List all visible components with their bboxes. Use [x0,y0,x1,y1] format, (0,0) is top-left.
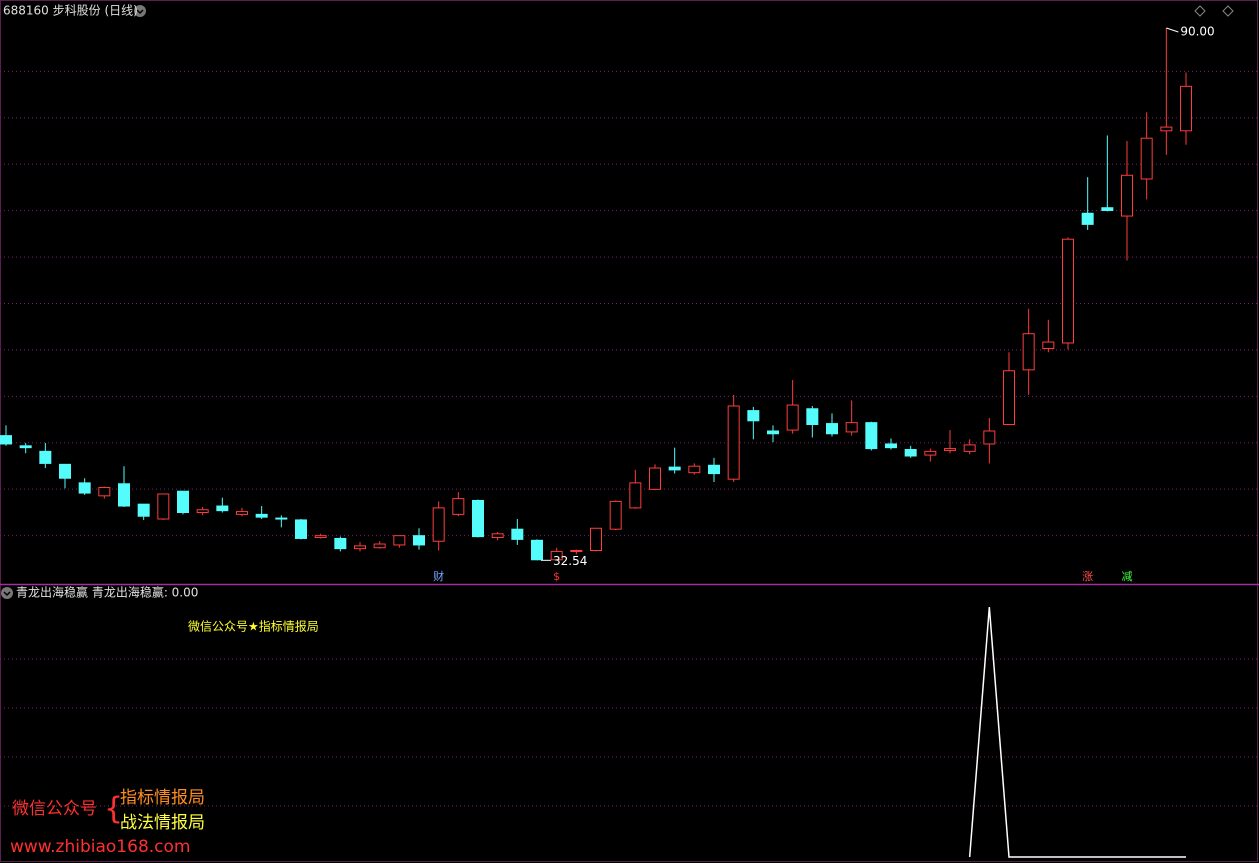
watermark-line1: 指标情报局 [120,788,205,808]
candle-body [885,443,897,449]
candle-body [39,450,52,464]
event-marker: 涨 [1082,570,1093,583]
candle-body [1180,85,1192,132]
event-marker: 财 [433,569,444,583]
chart-title: 688160 步科股份 (日线) [3,4,138,18]
candle-body [196,509,209,514]
candle-body [786,404,799,431]
candle-body [314,535,327,539]
candle-body [98,487,111,497]
candle-body [550,550,563,561]
candle-body [1140,137,1153,180]
watermark-left: 微信公众号 [12,799,97,819]
candle-body [609,500,622,530]
candle-body [0,435,12,445]
candle-body [78,482,91,494]
candle-body [413,535,425,546]
candle-body [452,498,465,515]
candle-body [668,466,681,471]
candle-body [983,430,996,445]
candle-body [354,545,366,550]
candle-body [767,430,779,435]
candle-body [295,519,307,539]
dropdown-arrow [3,591,11,597]
candle-body [157,493,170,520]
event-marker: 减 [1122,570,1133,583]
candle-body [531,539,543,561]
candle-body [1101,207,1114,211]
candle-body [393,535,406,546]
candle-body [373,543,386,549]
candle-body [491,533,504,539]
indicator-annotation: 微信公众号★指标情报局 [188,619,319,634]
watermark-line2: 战法情报局 [120,813,205,833]
candle-body [59,463,71,479]
candle-body [924,450,937,456]
candle-body [511,528,524,540]
indicator-line [968,606,1186,858]
candle-body [1160,126,1173,132]
candle-body [1062,238,1074,344]
event-marker: $ [553,570,560,583]
candle-body [944,448,956,451]
candle-body [177,490,189,514]
candle-body [688,465,701,474]
candle-body [963,444,976,452]
candle-body [747,410,760,422]
watermark-url: www.zhibiao168.com [10,837,190,857]
dropdown-arrow [136,9,144,15]
dropdown-icon[interactable] [1,587,13,599]
max-label: 90.00 [1180,24,1214,38]
dropdown-icon[interactable] [134,5,146,17]
candle-body [1022,333,1035,371]
candle-body [275,517,288,520]
candle-body [826,423,838,435]
candle-body [727,405,740,480]
indicator-title: 青龙出海稳赢 青龙出海稳赢: 0.00 [16,585,198,600]
candle-body [806,408,819,425]
candle-body [334,537,347,550]
candle-body [236,511,248,515]
candle-body [19,445,32,449]
candle-body [472,499,484,538]
candle-body [904,449,917,457]
candle-body [629,482,642,509]
candle-body [1003,370,1015,426]
candle-body [137,503,150,517]
window-icons[interactable] [1194,5,1234,17]
candle-body [649,467,661,490]
max-pointer [1166,27,1179,33]
candle-body [590,527,602,552]
candle-body [1121,174,1133,217]
candle-body [570,550,583,552]
candle-body [255,513,268,518]
candle-body [865,422,878,450]
candle-body [1042,341,1055,350]
candle-body [708,464,720,475]
min-label: 32.54 [553,554,587,568]
candle-body [216,505,229,512]
candle-body [1081,212,1094,225]
candle-body [845,422,858,433]
watermark-brace: { [104,792,123,827]
candle-body [118,483,130,507]
candle-body [432,507,445,542]
